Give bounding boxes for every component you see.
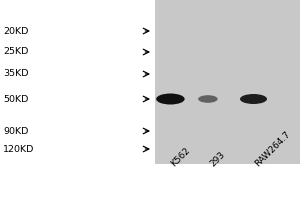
- Text: 50KD: 50KD: [3, 95, 29, 104]
- Text: 35KD: 35KD: [3, 70, 29, 78]
- Text: 20KD: 20KD: [3, 26, 29, 36]
- Text: 293: 293: [208, 150, 227, 168]
- Text: 90KD: 90KD: [3, 127, 29, 136]
- Text: RAW264.7: RAW264.7: [254, 129, 292, 168]
- Bar: [154, 0, 300, 164]
- Text: 25KD: 25KD: [3, 47, 29, 56]
- Ellipse shape: [240, 94, 267, 104]
- Text: 120KD: 120KD: [3, 144, 34, 154]
- Text: K562: K562: [169, 145, 192, 168]
- Ellipse shape: [198, 95, 218, 103]
- Ellipse shape: [156, 94, 184, 104]
